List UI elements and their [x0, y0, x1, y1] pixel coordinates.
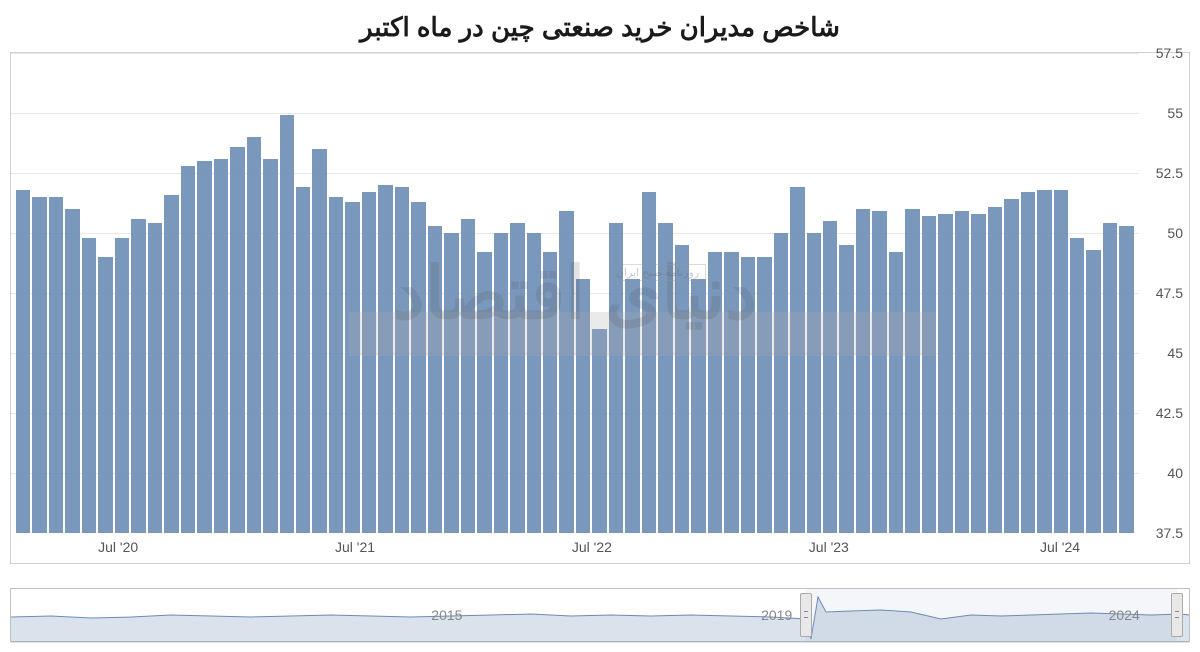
bar[interactable] — [559, 211, 573, 533]
bar[interactable] — [164, 195, 178, 533]
bar[interactable] — [494, 233, 508, 533]
bar[interactable] — [807, 233, 821, 533]
bar[interactable] — [609, 223, 623, 533]
bar[interactable] — [971, 214, 985, 533]
bars-container — [11, 53, 1139, 533]
bar[interactable] — [1004, 199, 1018, 533]
range-navigator[interactable]: 201520192024 — [10, 588, 1190, 642]
bar[interactable] — [543, 252, 557, 533]
bar[interactable] — [395, 187, 409, 533]
bar[interactable] — [592, 329, 606, 533]
chart-title: شاخص مدیران خرید صنعتی چین در ماه اکتبر — [0, 0, 1200, 51]
y-tick-label: 55 — [1167, 105, 1183, 121]
bar[interactable] — [461, 219, 475, 533]
y-tick-label: 45 — [1167, 345, 1183, 361]
bar[interactable] — [1021, 192, 1035, 533]
bar[interactable] — [411, 202, 425, 533]
x-tick-label: Jul '21 — [335, 539, 375, 555]
x-tick-label: Jul '20 — [98, 539, 138, 555]
bar[interactable] — [131, 219, 145, 533]
bar[interactable] — [312, 149, 326, 533]
bar[interactable] — [115, 238, 129, 533]
navigator-x-label: 2019 — [761, 607, 792, 623]
bar[interactable] — [329, 197, 343, 533]
bar[interactable] — [774, 233, 788, 533]
bar[interactable] — [16, 190, 30, 533]
bar[interactable] — [675, 245, 689, 533]
bar[interactable] — [1070, 238, 1084, 533]
bar[interactable] — [642, 192, 656, 533]
x-axis: Jul '20 Jul '21 Jul '22 Jul '23 Jul '24 — [11, 533, 1139, 563]
bar[interactable] — [724, 252, 738, 533]
x-tick-label: Jul '22 — [572, 539, 612, 555]
bar[interactable] — [955, 211, 969, 533]
main-bar-chart: دنیای اقتصاد روزنامه صبح ایران 37.5 40 42.… — [10, 52, 1190, 564]
bar[interactable] — [823, 221, 837, 533]
bar[interactable] — [757, 257, 771, 533]
bar[interactable] — [148, 223, 162, 533]
bar[interactable] — [527, 233, 541, 533]
bar[interactable] — [378, 185, 392, 533]
y-tick-label: 42.5 — [1156, 405, 1183, 421]
y-axis: 37.54042.54547.55052.55557.5 — [1139, 53, 1189, 533]
y-tick-label: 37.5 — [1156, 525, 1183, 541]
bar[interactable] — [1103, 223, 1117, 533]
bar[interactable] — [938, 214, 952, 533]
bar[interactable] — [839, 245, 853, 533]
bar[interactable] — [741, 257, 755, 533]
navigator-handle-right[interactable] — [1171, 593, 1183, 637]
bar[interactable] — [658, 223, 672, 533]
bar[interactable] — [280, 115, 294, 533]
bar[interactable] — [889, 252, 903, 533]
bar[interactable] — [510, 223, 524, 533]
bar[interactable] — [98, 257, 112, 533]
bar[interactable] — [905, 209, 919, 533]
navigator-selection[interactable] — [806, 589, 1177, 641]
bar[interactable] — [197, 161, 211, 533]
bar[interactable] — [872, 211, 886, 533]
plot-area: دنیای اقتصاد روزنامه صبح ایران — [11, 53, 1139, 533]
bar[interactable] — [296, 187, 310, 533]
bar[interactable] — [988, 207, 1002, 533]
bar[interactable] — [230, 147, 244, 533]
bar[interactable] — [1086, 250, 1100, 533]
bar[interactable] — [214, 159, 228, 533]
bar[interactable] — [65, 209, 79, 533]
bar[interactable] — [625, 279, 639, 533]
bar[interactable] — [477, 252, 491, 533]
bar[interactable] — [362, 192, 376, 533]
bar[interactable] — [247, 137, 261, 533]
bar[interactable] — [922, 216, 936, 533]
bar[interactable] — [790, 187, 804, 533]
y-tick-label: 40 — [1167, 465, 1183, 481]
bar[interactable] — [345, 202, 359, 533]
bar[interactable] — [708, 252, 722, 533]
x-tick-label: Jul '23 — [809, 539, 849, 555]
bar[interactable] — [181, 166, 195, 533]
bar[interactable] — [49, 197, 63, 533]
bar[interactable] — [1119, 226, 1133, 533]
y-tick-label: 50 — [1167, 225, 1183, 241]
bar[interactable] — [856, 209, 870, 533]
bar[interactable] — [1037, 190, 1051, 533]
bar[interactable] — [576, 279, 590, 533]
navigator-handle-left[interactable] — [800, 593, 812, 637]
y-tick-label: 52.5 — [1156, 165, 1183, 181]
navigator-x-label: 2015 — [431, 607, 462, 623]
bar[interactable] — [444, 233, 458, 533]
bar[interactable] — [691, 279, 705, 533]
y-tick-label: 47.5 — [1156, 285, 1183, 301]
bar[interactable] — [263, 159, 277, 533]
bar[interactable] — [1054, 190, 1068, 533]
y-tick-label: 57.5 — [1156, 45, 1183, 61]
bar[interactable] — [32, 197, 46, 533]
bar[interactable] — [82, 238, 96, 533]
x-tick-label: Jul '24 — [1040, 539, 1080, 555]
bar[interactable] — [428, 226, 442, 533]
